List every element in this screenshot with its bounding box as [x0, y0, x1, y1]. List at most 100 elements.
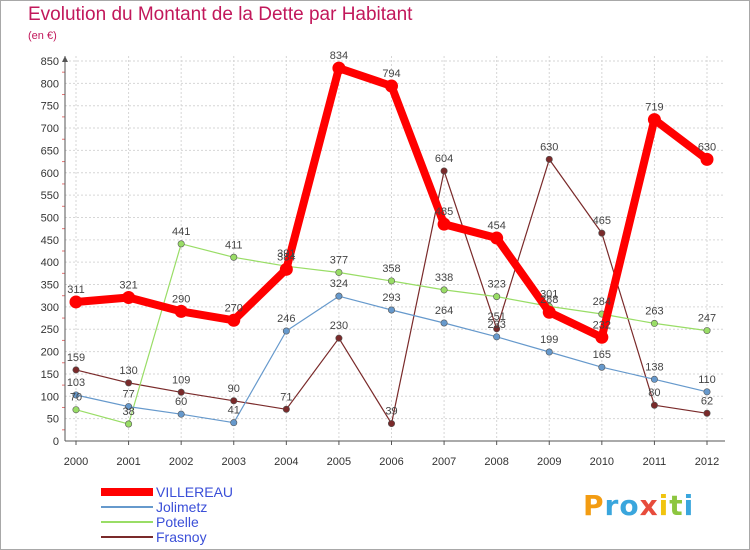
data-point-villereau	[595, 330, 609, 344]
data-label-jolimetz: 293	[382, 292, 400, 304]
x-tick-label: 2003	[222, 456, 246, 468]
plot-area	[65, 56, 725, 441]
data-point-jolimetz	[177, 410, 185, 418]
data-label-villereau: 321	[119, 279, 137, 291]
legend-swatch-jolimetz	[101, 506, 153, 508]
data-label-villereau: 630	[698, 141, 716, 153]
logo-letter: x	[639, 489, 659, 522]
data-label-potelle: 377	[330, 254, 348, 266]
x-tick-label: 2002	[169, 456, 193, 468]
data-point-potelle	[650, 319, 658, 327]
y-axis-arrow	[62, 56, 68, 62]
data-point-jolimetz	[230, 419, 238, 427]
data-point-jolimetz	[282, 327, 290, 335]
legend-label-frasnoy: Frasnoy	[156, 529, 207, 545]
data-point-potelle	[230, 253, 238, 261]
data-point-jolimetz	[493, 333, 501, 341]
data-point-frasnoy	[282, 405, 290, 413]
logo-letter: i	[683, 489, 695, 522]
data-point-villereau	[700, 152, 714, 166]
y-tick-label: 700	[41, 123, 59, 135]
y-tick-label: 200	[41, 347, 59, 359]
data-label-potelle: 70	[70, 392, 82, 404]
data-point-frasnoy	[545, 155, 553, 163]
legend-label-potelle: Potelle	[156, 514, 199, 530]
data-point-frasnoy	[387, 420, 395, 428]
data-point-villereau	[647, 113, 661, 127]
x-tick-label: 2008	[484, 456, 508, 468]
data-label-potelle: 411	[225, 239, 243, 251]
data-label-potelle: 338	[435, 272, 453, 284]
data-point-potelle	[177, 240, 185, 248]
data-point-villereau	[332, 61, 346, 75]
logo-letter: i	[658, 489, 670, 522]
data-point-potelle	[493, 293, 501, 301]
data-point-jolimetz	[545, 348, 553, 356]
data-label-potelle: 391	[277, 248, 295, 260]
y-tick-label: 600	[41, 168, 59, 180]
data-label-frasnoy: 109	[172, 374, 190, 386]
data-point-frasnoy	[440, 167, 448, 175]
y-tick-label: 450	[41, 235, 59, 247]
data-point-jolimetz	[387, 306, 395, 314]
data-label-jolimetz: 324	[330, 278, 348, 290]
data-point-villereau	[279, 262, 293, 276]
data-label-villereau: 384	[277, 251, 295, 263]
data-point-jolimetz	[440, 319, 448, 327]
data-label-villereau: 834	[330, 50, 348, 62]
data-label-jolimetz: 77	[122, 389, 134, 401]
data-point-villereau	[122, 290, 136, 304]
legend-label-villereau: VILLEREAU	[156, 484, 234, 500]
y-tick-label: 750	[41, 101, 59, 113]
data-label-frasnoy: 630	[540, 141, 558, 153]
data-point-frasnoy	[598, 229, 606, 237]
data-point-villereau	[385, 79, 398, 93]
chart-title: Evolution du Montant de la Dette par Hab…	[28, 4, 413, 25]
legend-label-jolimetz: Jolimetz	[156, 499, 208, 515]
data-label-jolimetz: 165	[593, 349, 611, 361]
data-label-villereau: 290	[172, 293, 190, 305]
x-tick-label: 2010	[590, 456, 614, 468]
y-tick-label: 100	[41, 391, 59, 403]
proxiti-logo: Proxiti	[583, 489, 694, 522]
data-point-potelle	[703, 327, 711, 335]
data-label-jolimetz: 233	[487, 319, 505, 331]
data-point-potelle	[440, 286, 448, 294]
y-tick-label: 500	[41, 212, 59, 224]
data-point-frasnoy	[493, 325, 501, 333]
legend-swatch-frasnoy	[101, 536, 153, 538]
data-label-jolimetz: 60	[175, 396, 187, 408]
unit-label: (en €)	[28, 30, 57, 42]
data-point-jolimetz	[703, 388, 711, 396]
data-label-jolimetz: 103	[67, 377, 85, 389]
data-label-villereau: 232	[593, 319, 611, 331]
legend-swatch-villereau	[101, 488, 153, 496]
data-label-frasnoy: 90	[228, 383, 240, 395]
data-label-frasnoy: 130	[119, 365, 137, 377]
data-label-villereau: 794	[382, 68, 400, 80]
data-point-frasnoy	[177, 388, 185, 396]
data-label-potelle: 441	[172, 226, 190, 238]
data-point-villereau	[174, 304, 188, 318]
y-tick-label: 650	[41, 145, 59, 157]
x-tick-label: 2009	[537, 456, 561, 468]
data-point-villereau	[542, 305, 556, 319]
y-tick-label: 800	[41, 78, 59, 90]
y-tick-label: 50	[47, 414, 59, 426]
x-tick-label: 2001	[116, 456, 140, 468]
logo-letter: o	[619, 489, 640, 522]
x-tick-label: 2006	[379, 456, 403, 468]
data-label-frasnoy: 251	[487, 311, 505, 323]
data-label-villereau: 288	[540, 294, 558, 306]
data-point-frasnoy	[125, 379, 133, 387]
data-label-potelle: 38	[122, 406, 134, 418]
data-label-villereau: 719	[645, 102, 663, 114]
x-tick-label: 2011	[643, 456, 667, 468]
data-point-jolimetz	[335, 292, 343, 300]
data-label-frasnoy: 71	[280, 391, 292, 403]
data-label-jolimetz: 264	[435, 305, 453, 317]
data-point-frasnoy	[703, 409, 711, 417]
x-tick-label: 2005	[327, 456, 351, 468]
data-point-potelle	[125, 420, 133, 428]
